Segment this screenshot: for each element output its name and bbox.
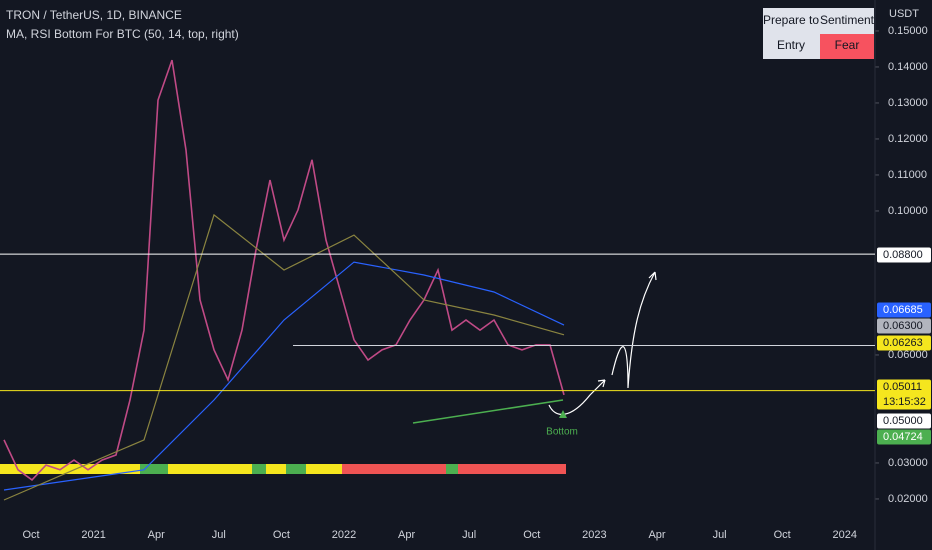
x-tick-label: Jul: [713, 529, 727, 541]
strip-segment: [0, 464, 140, 474]
price-badge-text: 0.08800: [883, 249, 923, 261]
x-tick-label: Oct: [22, 529, 39, 541]
y-tick-label: 0.13000: [888, 97, 928, 109]
table-header: Prepare to: [763, 13, 819, 27]
projection-arrow: [611, 271, 657, 389]
price-badge: [877, 429, 931, 445]
y-tick-label: 0.10000: [888, 205, 928, 217]
y-tick-label: 0.11000: [888, 169, 927, 181]
trend-line: [412, 399, 564, 424]
y-tick-label: 0.15000: [888, 25, 928, 37]
sentiment-strip: [0, 464, 566, 474]
strip-segment: [446, 464, 458, 474]
price-badge: [877, 318, 931, 334]
table-cell-text: Fear: [835, 38, 860, 52]
y-tick-label: 0.12000: [888, 133, 928, 145]
sentiment-table: Prepare to Sentiment Entry Fear: [763, 8, 875, 59]
currency-label: USDT: [889, 8, 919, 20]
x-tick-label: Oct: [523, 529, 540, 541]
y-tick-label: 0.02000: [888, 493, 928, 505]
x-tick-label: Jul: [212, 529, 226, 541]
symbol-title: TRON / TetherUS, 1D, BINANCE: [6, 8, 182, 22]
x-tick-label: 2021: [81, 529, 105, 541]
moving-average: [3, 213, 565, 501]
y-tick-label: 0.14000: [888, 61, 928, 73]
price-badge-text: 0.06263: [883, 337, 923, 349]
strip-segment: [266, 464, 286, 474]
countdown-text: 13:15:32: [883, 396, 926, 408]
strip-segment: [286, 464, 306, 474]
x-tick-label: Jul: [462, 529, 476, 541]
annotation: Bottom: [546, 427, 578, 438]
table-header: Sentiment: [820, 13, 875, 27]
strip-segment: [252, 464, 266, 474]
strip-segment: [140, 464, 168, 474]
price-badge: [877, 413, 931, 429]
x-tick-label: Apr: [648, 529, 665, 541]
y-tick-label: 0.03000: [888, 457, 928, 469]
table-cell: [820, 34, 874, 59]
x-tick-label: 2023: [582, 529, 606, 541]
x-tick-label: Oct: [273, 529, 290, 541]
price-badge: [877, 302, 931, 318]
y-tick-label: 0.06000: [888, 349, 928, 361]
table-cell: [763, 34, 820, 59]
price-badge-text: 0.04724: [883, 431, 923, 443]
price-badge-text: 0.05000: [883, 415, 923, 427]
bottom-marker: [559, 410, 567, 418]
indicator-title: MA, RSI Bottom For BTC (50, 14, top, rig…: [6, 27, 239, 41]
table-cell-text: Entry: [777, 38, 805, 52]
price-badge-text: 0.05011: [883, 381, 922, 393]
price-badge: [877, 335, 931, 351]
table-cell: [763, 8, 820, 34]
table-cell: [820, 8, 874, 34]
x-tick-label: Oct: [774, 529, 791, 541]
strip-segment: [168, 464, 252, 474]
price-badge-text: 0.06300: [883, 320, 923, 332]
price-line: [3, 59, 565, 481]
x-tick-label: 2024: [833, 529, 857, 541]
strip-segment: [306, 464, 342, 474]
x-tick-label: 2022: [332, 529, 356, 541]
y-axis: 0.15000 0.14000 0.13000 0.12000 0.11000 0.100…: [874, 0, 928, 550]
price-badge: [877, 379, 931, 410]
price-badge-text: 0.06685: [883, 304, 923, 316]
projection-arrow: [548, 379, 606, 415]
moving-average: [3, 261, 565, 491]
x-tick-label: Apr: [148, 529, 165, 541]
x-tick-label: Apr: [398, 529, 415, 541]
price-badge: [877, 247, 931, 263]
